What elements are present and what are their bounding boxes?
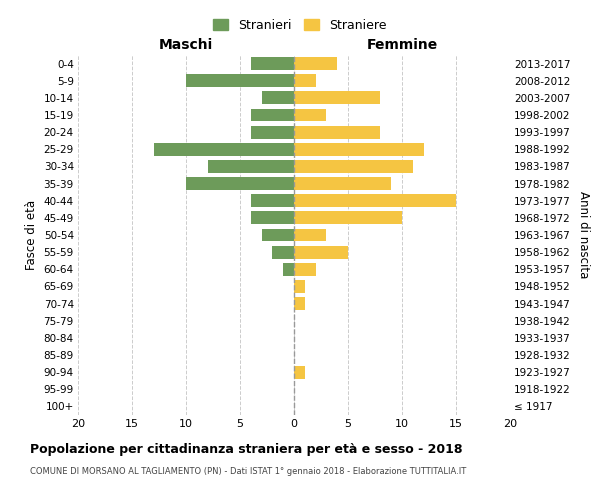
Bar [294,108,326,122]
Bar [294,297,305,310]
Bar [251,212,294,224]
Y-axis label: Anni di nascita: Anni di nascita [577,192,590,278]
Text: Popolazione per cittadinanza straniera per età e sesso - 2018: Popolazione per cittadinanza straniera p… [30,442,463,456]
Bar [294,177,391,190]
Text: Femmine: Femmine [367,38,437,52]
Bar [294,212,402,224]
Bar [272,246,294,258]
Bar [294,143,424,156]
Bar [294,228,326,241]
Bar [262,228,294,241]
Text: Maschi: Maschi [159,38,213,52]
Bar [251,57,294,70]
Bar [186,177,294,190]
Legend: Stranieri, Straniere: Stranieri, Straniere [208,14,392,37]
Bar [262,92,294,104]
Bar [251,126,294,138]
Y-axis label: Fasce di età: Fasce di età [25,200,38,270]
Bar [294,246,348,258]
Bar [251,194,294,207]
Bar [251,108,294,122]
Bar [186,74,294,87]
Bar [294,74,316,87]
Bar [294,126,380,138]
Bar [283,263,294,276]
Bar [294,160,413,173]
Bar [294,57,337,70]
Bar [294,280,305,293]
Bar [208,160,294,173]
Bar [294,92,380,104]
Bar [294,366,305,378]
Bar [294,194,456,207]
Bar [294,263,316,276]
Text: COMUNE DI MORSANO AL TAGLIAMENTO (PN) - Dati ISTAT 1° gennaio 2018 - Elaborazion: COMUNE DI MORSANO AL TAGLIAMENTO (PN) - … [30,468,466,476]
Bar [154,143,294,156]
